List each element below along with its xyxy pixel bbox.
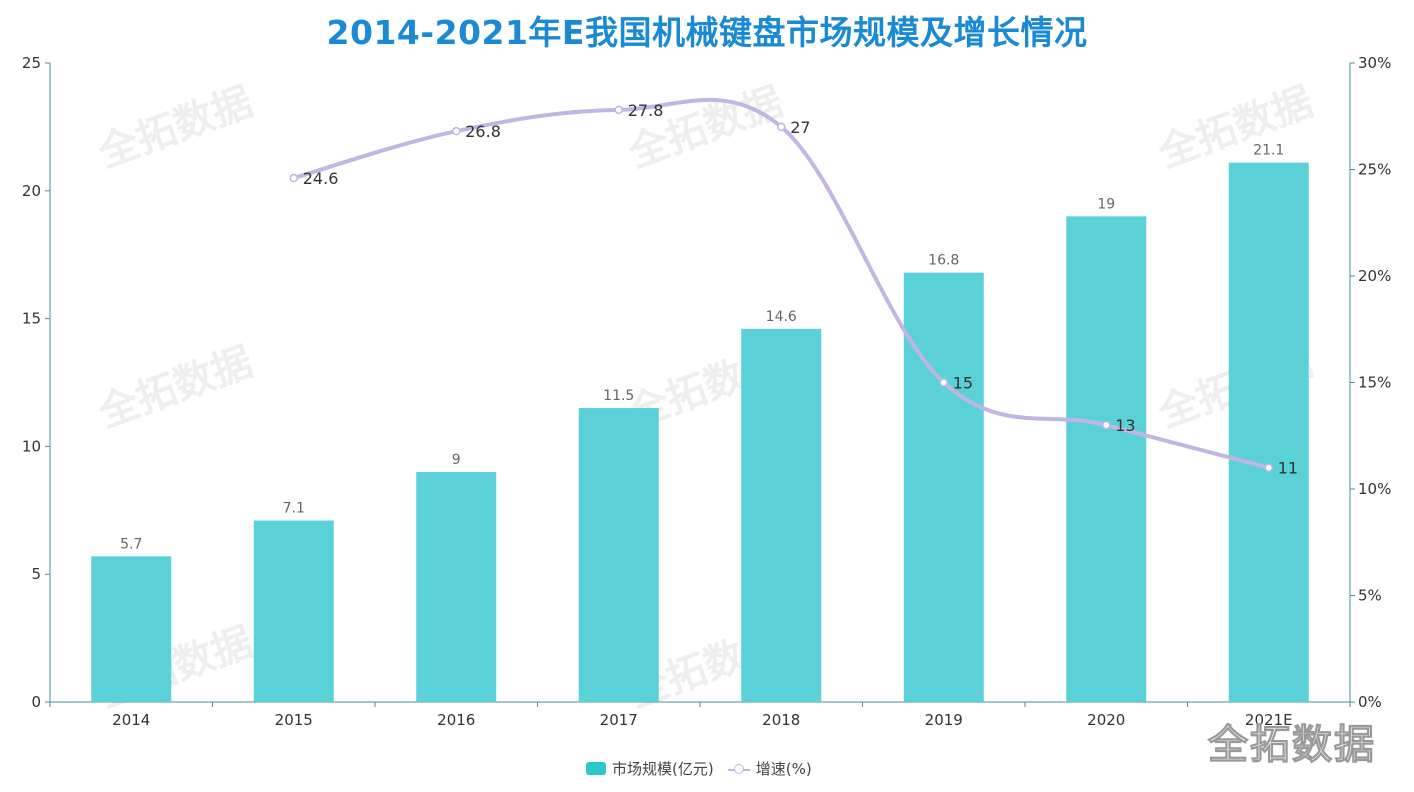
bar [416,471,497,702]
bar-label: 9 [452,452,461,468]
line-point [289,173,298,183]
bar [253,520,334,702]
x-tick-label: 2017 [600,711,638,729]
left-tick-label: 15 [22,310,41,328]
bar-label: 16.8 [928,253,959,269]
line-label: 11 [1278,459,1298,478]
right-tick-label: 10% [1358,480,1391,498]
bar-label: 19 [1097,196,1115,212]
x-tick-label: 2015 [275,711,313,729]
x-tick-label: 2018 [762,711,800,729]
right-tick-label: 15% [1358,374,1391,392]
watermark: 全拓数据 [92,79,259,177]
line-label: 15 [953,374,973,393]
bar [1228,162,1309,702]
chart-title: 2014-2021年E我国机械键盘市场规模及增长情况 [326,13,1088,52]
left-tick-label: 10 [22,437,41,455]
left-tick-label: 5 [31,565,41,583]
line-label: 24.6 [303,169,339,188]
bar-label: 5.7 [120,536,142,552]
watermark: 全拓数据 [622,79,789,177]
legend-line-swatch[interactable] [727,762,750,776]
bar [741,328,822,702]
line-point [939,378,948,387]
bar-label: 11.5 [603,388,634,404]
right-tick-label: 0% [1358,693,1382,711]
line-label: 27.8 [628,101,664,120]
x-tick-label: 2019 [925,711,963,729]
legend-bar-swatch[interactable] [586,762,606,775]
line-point [452,126,461,136]
right-tick-label: 20% [1358,267,1391,285]
bar [578,408,659,702]
line-label: 27 [790,118,810,137]
bar-label: 21.1 [1253,143,1284,159]
right-tick-label: 30% [1358,54,1391,72]
line-label: 26.8 [465,122,501,141]
bar [903,272,984,702]
legend-line-label[interactable]: 增速(%) [755,760,812,778]
line-point [614,105,623,115]
legend: 市场规模(亿元) 增速(%) [586,758,812,779]
bar [91,556,172,702]
left-tick-label: 25 [22,54,41,72]
x-tick-label: 2016 [437,711,475,729]
line-point [1102,420,1111,430]
line-label: 13 [1115,416,1135,435]
legend-bar-label[interactable]: 市场规模(亿元) [612,760,714,778]
left-tick-label: 0 [31,693,41,711]
left-tick-label: 20 [22,182,41,200]
line-point [777,122,786,132]
bar-label: 7.1 [283,501,305,517]
x-tick-label: 2014 [112,711,150,729]
x-tick-label: 2021E [1245,711,1293,729]
watermark-corner: 全拓数据 [1208,722,1376,769]
bar-label: 14.6 [766,309,797,325]
watermark: 全拓数据 [1152,79,1319,177]
right-tick-label: 5% [1358,587,1382,605]
right-tick-label: 25% [1358,161,1391,179]
x-tick-label: 2020 [1087,711,1125,729]
bar [1066,216,1147,703]
watermark: 全拓数据 [92,339,259,437]
line-point [1264,463,1273,472]
